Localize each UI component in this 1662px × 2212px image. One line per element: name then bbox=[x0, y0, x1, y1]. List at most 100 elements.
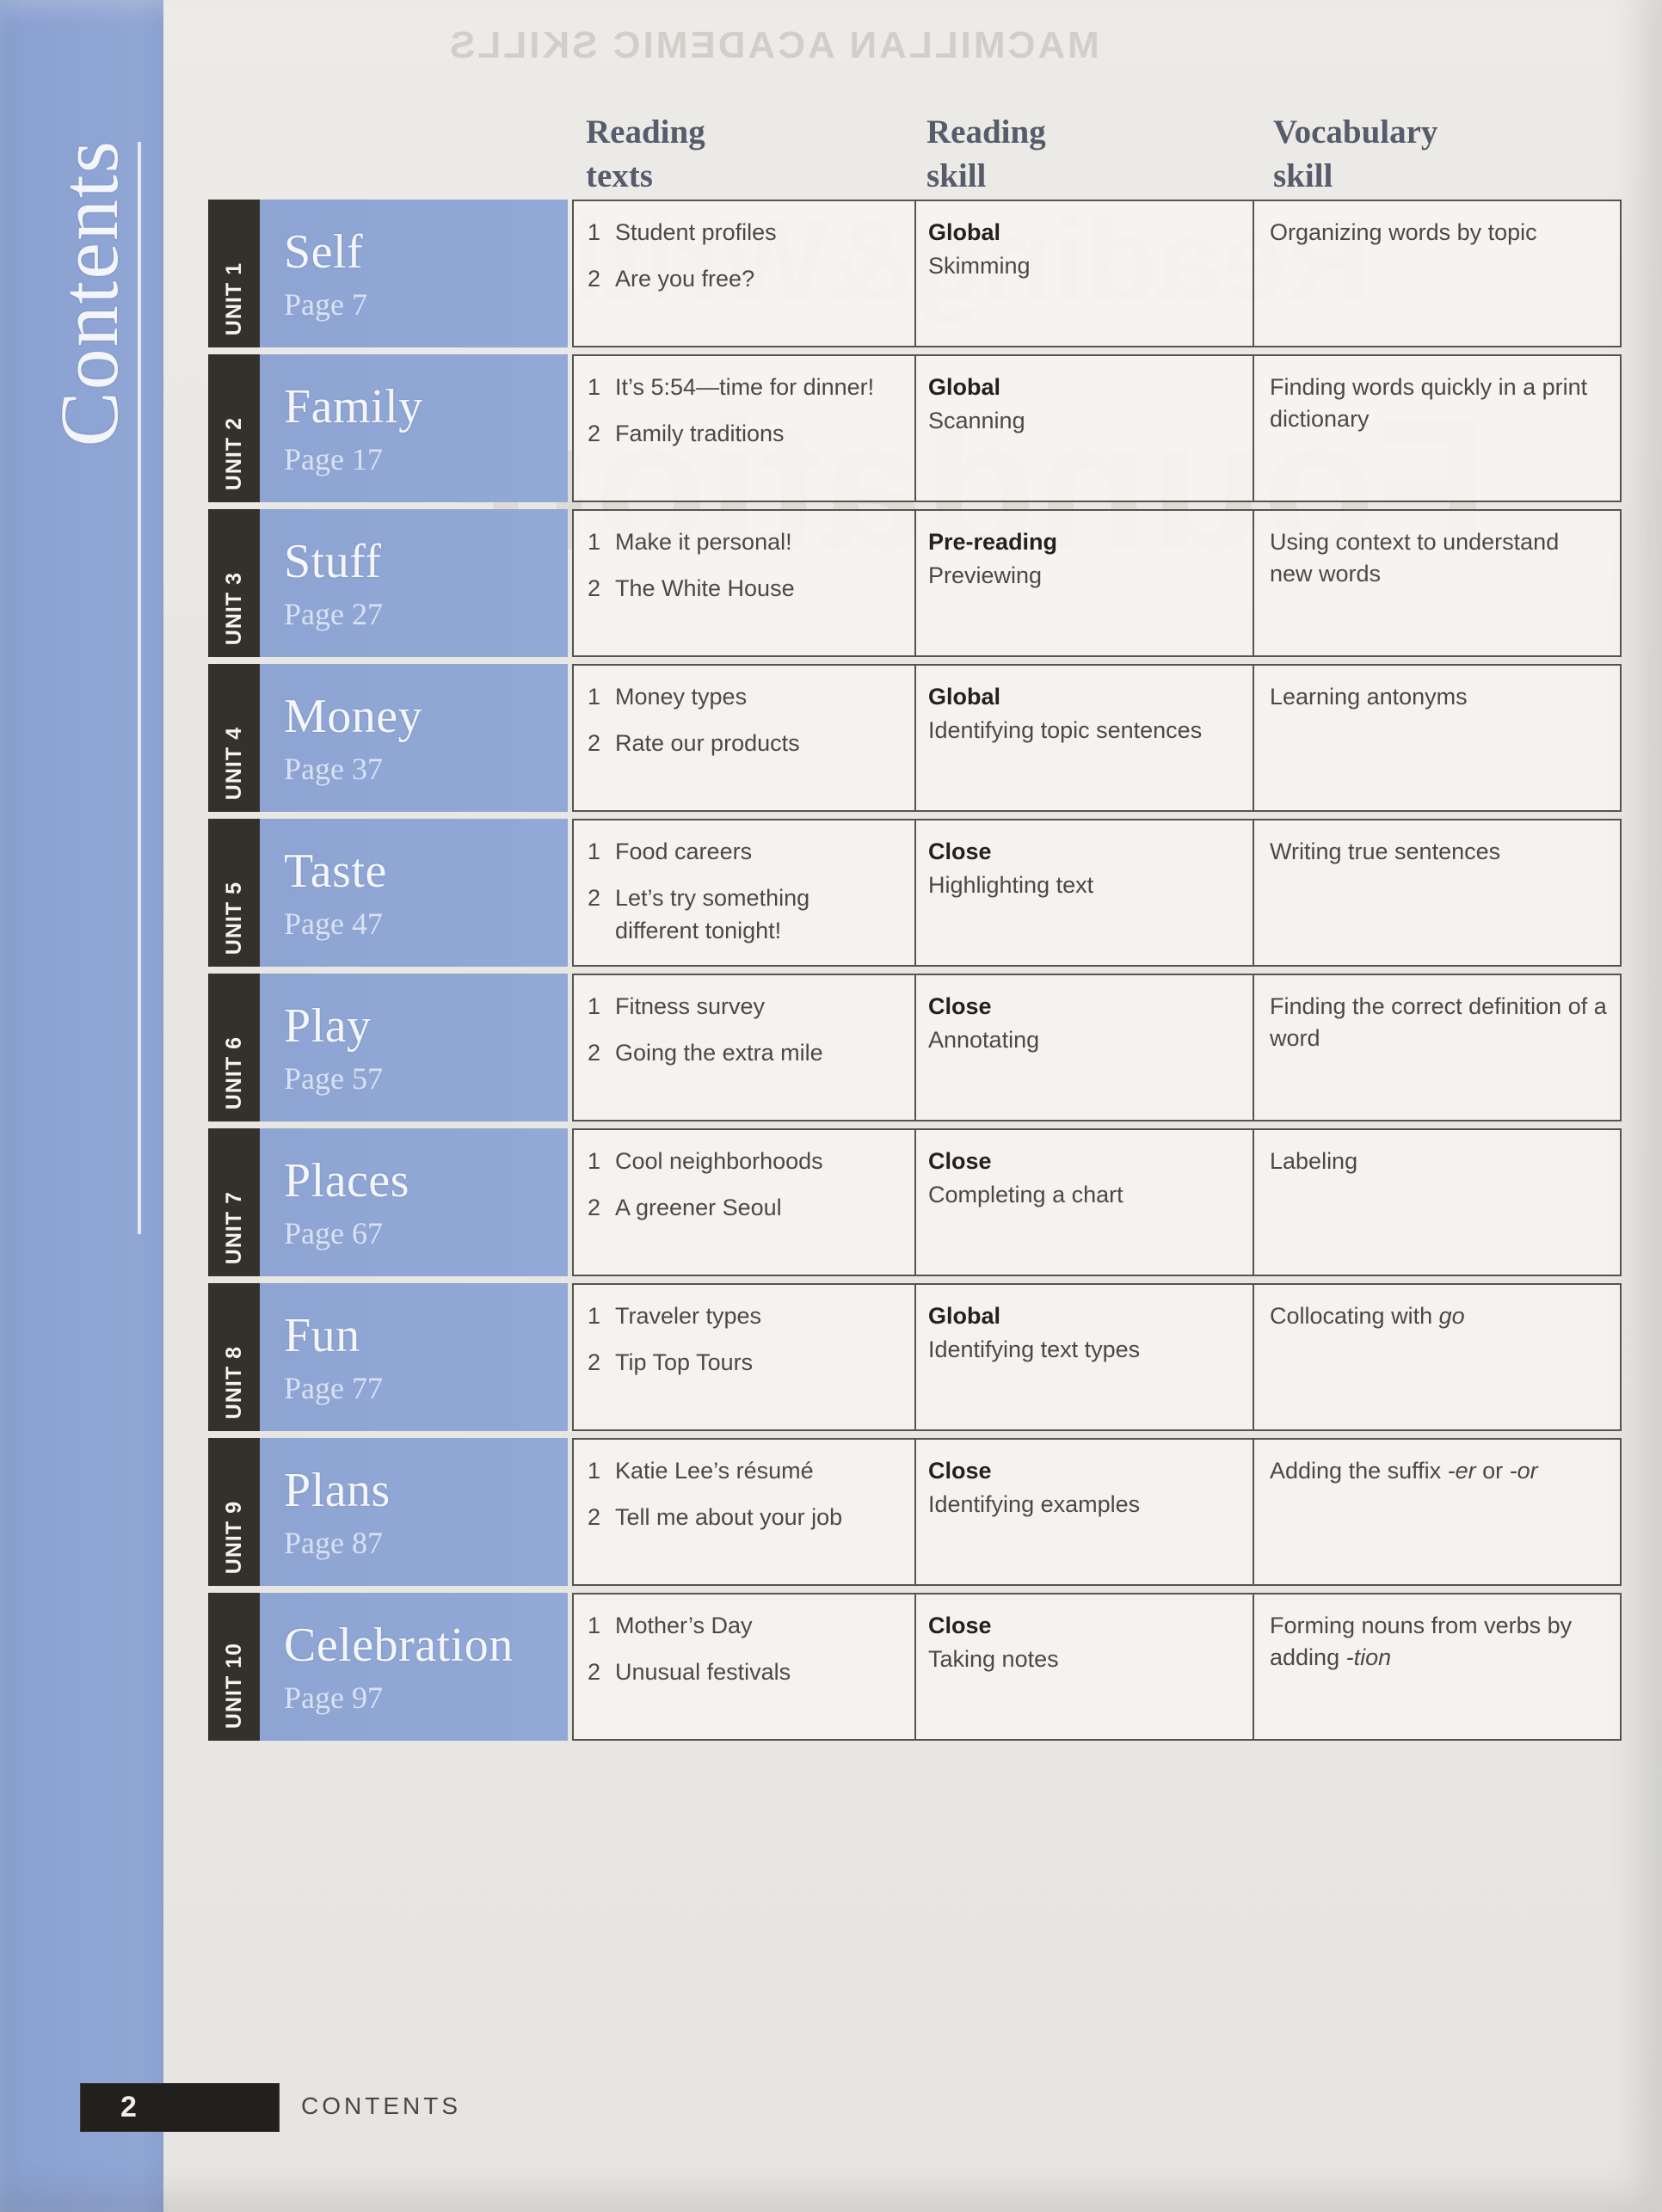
reading-text-number: 2 bbox=[588, 1659, 601, 1686]
reading-text-number: 1 bbox=[588, 684, 601, 710]
vocabulary-skill-text: -er bbox=[1447, 1458, 1476, 1484]
reading-text-number: 2 bbox=[588, 730, 601, 757]
reading-text-title: Fitness survey bbox=[615, 993, 766, 1019]
reading-skill-detail: Highlighting text bbox=[928, 872, 1094, 899]
reading-skill-cell: Global Identifying text types bbox=[914, 1283, 1254, 1431]
unit-tab-label: UNIT 1 bbox=[221, 261, 246, 335]
reading-skill-cell: Close Completing a chart bbox=[914, 1128, 1254, 1276]
reading-texts-cell: 1 Fitness survey 2 Going the extra mile bbox=[572, 974, 916, 1121]
reading-skill-type: Global bbox=[928, 219, 1001, 245]
reading-text-title: Unusual festivals bbox=[615, 1659, 791, 1686]
unit-row: UNIT 4 Money Page 37 1 Money types 2 Rate our … bbox=[208, 664, 1622, 812]
reading-texts-cell: 1 It’s 5:54—time for dinner! 2 Family tradi… bbox=[572, 354, 916, 502]
reading-text-number: 2 bbox=[588, 1195, 601, 1221]
reading-skill-type: Close bbox=[928, 993, 992, 1019]
unit-box: Taste Page 47 bbox=[260, 819, 568, 967]
unit-tab-label: UNIT 4 bbox=[221, 726, 246, 800]
reading-text-item: 2 Going the extra mile bbox=[588, 1037, 902, 1069]
reading-text-title: Student profiles bbox=[615, 219, 777, 245]
reading-skill-type: Close bbox=[928, 1613, 992, 1638]
reading-text-title: Going the extra mile bbox=[615, 1040, 823, 1066]
unit-tab: UNIT 1 bbox=[208, 200, 260, 347]
reading-text-item: 1 Katie Lee’s résumé bbox=[588, 1455, 902, 1487]
reading-text-item: 1 Traveler types bbox=[588, 1300, 902, 1332]
reading-skill-type: Pre-reading bbox=[928, 529, 1058, 555]
unit-tab-label: UNIT 6 bbox=[221, 1035, 246, 1109]
reading-skill-type: Close bbox=[928, 1458, 992, 1484]
unit-box: Family Page 17 bbox=[260, 354, 568, 502]
unit-row: UNIT 8 Fun Page 77 1 Traveler types 2 Tip Top … bbox=[208, 1283, 1622, 1431]
footer-page-box: 2 bbox=[80, 2083, 280, 2132]
unit-row: UNIT 1 Self Page 7 1 Student profiles 2 Are yo… bbox=[208, 200, 1622, 347]
unit-tab: UNIT 4 bbox=[208, 664, 260, 812]
column-header-reading-skill: Reading skill bbox=[926, 114, 1046, 195]
reading-text-item: 1 Fitness survey bbox=[588, 991, 902, 1023]
reading-texts-cell: 1 Student profiles 2 Are you free? bbox=[572, 200, 916, 347]
unit-name: Plans bbox=[284, 1464, 391, 1517]
reading-text-item: 1 Make it personal! bbox=[588, 526, 902, 558]
unit-row: UNIT 3 Stuff Page 27 1 Make it personal! 2 The… bbox=[208, 509, 1622, 657]
unit-page-number: Page 17 bbox=[284, 442, 383, 476]
reading-text-title: Rate our products bbox=[615, 730, 800, 757]
reading-texts-cell: 1 Food careers 2 Let’s try something differ… bbox=[572, 819, 916, 967]
reading-text-title: Family traditions bbox=[615, 421, 785, 447]
unit-row: UNIT 9 Plans Page 87 1 Katie Lee’s résumé 2 Te… bbox=[208, 1438, 1622, 1586]
reading-texts-cell: 1 Make it personal! 2 The White House bbox=[572, 509, 916, 657]
reading-text-number: 2 bbox=[588, 885, 601, 912]
vocabulary-skill-text: -or bbox=[1509, 1458, 1538, 1484]
reading-texts-cell: 1 Katie Lee’s résumé 2 Tell me about your j… bbox=[572, 1438, 916, 1586]
reading-text-title: The White House bbox=[615, 575, 795, 602]
unit-tab: UNIT 8 bbox=[208, 1283, 260, 1431]
reading-text-item: 2 Tip Top Tours bbox=[588, 1347, 902, 1379]
reading-text-number: 1 bbox=[588, 1613, 601, 1638]
unit-box: Self Page 7 bbox=[260, 200, 568, 347]
reading-text-number: 2 bbox=[588, 1349, 601, 1376]
reading-skill-detail: Scanning bbox=[928, 408, 1025, 434]
unit-page-number: Page 97 bbox=[284, 1681, 383, 1715]
unit-row: UNIT 10 Celebration Page 97 1 Mother’s Day 2 U… bbox=[208, 1593, 1622, 1741]
unit-page-number: Page 37 bbox=[284, 752, 383, 786]
unit-box: Play Page 57 bbox=[260, 974, 568, 1121]
reading-text-item: 1 Cool neighborhoods bbox=[588, 1146, 902, 1177]
unit-row: UNIT 2 Family Page 17 1 It’s 5:54—time for d… bbox=[208, 354, 1622, 502]
reading-skill-detail: Identifying text types bbox=[928, 1336, 1141, 1363]
unit-name: Family bbox=[284, 380, 423, 433]
reading-text-number: 2 bbox=[588, 1504, 601, 1531]
unit-box: Places Page 67 bbox=[260, 1128, 568, 1276]
reading-text-title: Make it personal! bbox=[615, 529, 792, 555]
vocabulary-skill-text: or bbox=[1475, 1458, 1510, 1484]
reading-text-item: 2 Family traditions bbox=[588, 418, 902, 450]
column-header-reading-texts: Reading texts bbox=[586, 114, 705, 195]
reading-text-title: Cool neighborhoods bbox=[615, 1148, 823, 1174]
reading-text-item: 2 Let’s try something different tonight! bbox=[588, 882, 902, 947]
unit-name: Money bbox=[284, 690, 423, 743]
unit-tab: UNIT 9 bbox=[208, 1438, 260, 1586]
reading-text-number: 1 bbox=[588, 993, 601, 1019]
reading-text-title: Are you free? bbox=[615, 266, 755, 292]
reading-text-title: Katie Lee’s résumé bbox=[615, 1458, 814, 1484]
unit-name: Fun bbox=[284, 1309, 360, 1362]
vocabulary-skill-cell: Organizing words by topic bbox=[1253, 200, 1622, 347]
reading-skill-detail: Taking notes bbox=[928, 1646, 1059, 1673]
reading-text-number: 1 bbox=[588, 529, 601, 555]
unit-row: UNIT 5 Taste Page 47 1 Food careers 2 Let’s tr… bbox=[208, 819, 1622, 967]
unit-page-number: Page 67 bbox=[284, 1216, 383, 1250]
reading-text-item: 1 Mother’s Day bbox=[588, 1610, 902, 1642]
unit-tab: UNIT 5 bbox=[208, 819, 260, 967]
vocabulary-skill-text: Organizing words by topic bbox=[1270, 219, 1537, 245]
sidebar-band bbox=[0, 0, 163, 2212]
reading-text-number: 1 bbox=[588, 374, 601, 400]
reading-skill-type: Global bbox=[928, 374, 1001, 400]
vocabulary-skill-text: Writing true sentences bbox=[1270, 839, 1501, 864]
reading-skill-cell: Close Taking notes bbox=[914, 1593, 1254, 1741]
reading-text-number: 2 bbox=[588, 1040, 601, 1066]
vocabulary-skill-cell: Using context to understand new words bbox=[1253, 509, 1622, 657]
unit-page-number: Page 27 bbox=[284, 597, 383, 631]
unit-box: Plans Page 87 bbox=[260, 1438, 568, 1586]
unit-tab-label: UNIT 2 bbox=[221, 416, 246, 490]
unit-box: Money Page 37 bbox=[260, 664, 568, 812]
show-through-publisher-text: MACMILLAN ACADEMIC SKILLS bbox=[447, 24, 1099, 66]
unit-tab-label: UNIT 9 bbox=[221, 1500, 246, 1574]
unit-tab-label: UNIT 5 bbox=[221, 881, 246, 955]
unit-name: Taste bbox=[284, 845, 387, 898]
